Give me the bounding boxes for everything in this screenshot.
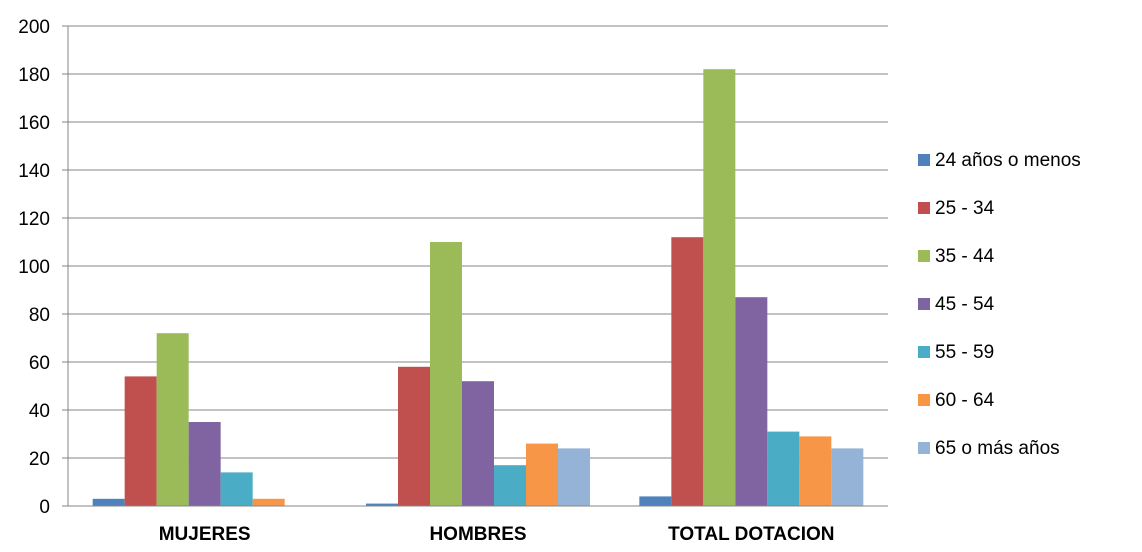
legend-label: 25 - 34 — [935, 198, 995, 219]
bar-0-0 — [92, 498, 125, 506]
x-category-label: HOMBRES — [429, 524, 526, 545]
bar-2-2 — [703, 69, 736, 506]
legend: 24 años o menos 25 - 34 35 - 44 45 - 54 55 -… — [918, 150, 1081, 459]
y-tick-label: 0 — [39, 497, 50, 518]
bar-0-5 — [252, 498, 285, 506]
bar-1-5 — [526, 443, 558, 506]
legend-swatch — [918, 250, 930, 262]
y-tick-label: 200 — [18, 17, 50, 38]
y-tick-label: 120 — [18, 209, 50, 230]
bar-1-2 — [430, 242, 462, 506]
legend-swatch — [918, 298, 930, 310]
bars — [68, 69, 888, 507]
legend-label: 35 - 44 — [935, 246, 995, 267]
legend-swatch — [918, 442, 930, 454]
bar-1-6 — [558, 448, 590, 506]
bar-2-3 — [735, 297, 768, 506]
legend-label: 45 - 54 — [935, 294, 995, 315]
bar-2-5 — [799, 436, 832, 506]
legend-label: 65 o más años — [935, 438, 1060, 459]
legend-swatch — [918, 154, 930, 166]
bar-1-4 — [494, 465, 526, 506]
y-tick-label: 40 — [29, 401, 50, 422]
x-category-label: MUJERES — [159, 524, 251, 545]
y-tick-label: 100 — [18, 257, 50, 278]
legend-label: 60 - 64 — [935, 390, 995, 411]
legend-label: 55 - 59 — [935, 342, 994, 363]
bar-0-4 — [220, 472, 253, 506]
legend-swatch — [918, 202, 930, 214]
y-tick-label: 20 — [29, 449, 50, 470]
bar-0-2 — [156, 333, 189, 506]
x-category-label: TOTAL DOTACION — [668, 524, 834, 545]
legend-label: 24 años o menos — [935, 150, 1081, 171]
y-tick-label: 180 — [18, 65, 50, 86]
y-tick-label: 60 — [29, 353, 50, 374]
bar-0-3 — [188, 422, 221, 506]
bar-1-1 — [398, 366, 430, 506]
bar-2-4 — [767, 431, 800, 506]
y-axis-ticks: 0 20 40 60 80 100 120 140 160 180 200 — [18, 17, 50, 518]
y-tick-label: 160 — [18, 113, 50, 134]
bar-2-0 — [639, 496, 672, 506]
y-tick-label: 140 — [18, 161, 50, 182]
bar-2-1 — [671, 237, 704, 506]
legend-swatch — [918, 346, 930, 358]
legend-swatch — [918, 394, 930, 406]
bar-0-1 — [124, 376, 157, 506]
y-tick-label: 80 — [29, 305, 50, 326]
x-axis-categories: MUJERES HOMBRES TOTAL DOTACION — [159, 524, 835, 545]
bar-1-0 — [366, 503, 398, 506]
bar-2-6 — [831, 448, 864, 506]
bar-1-3 — [462, 381, 494, 506]
